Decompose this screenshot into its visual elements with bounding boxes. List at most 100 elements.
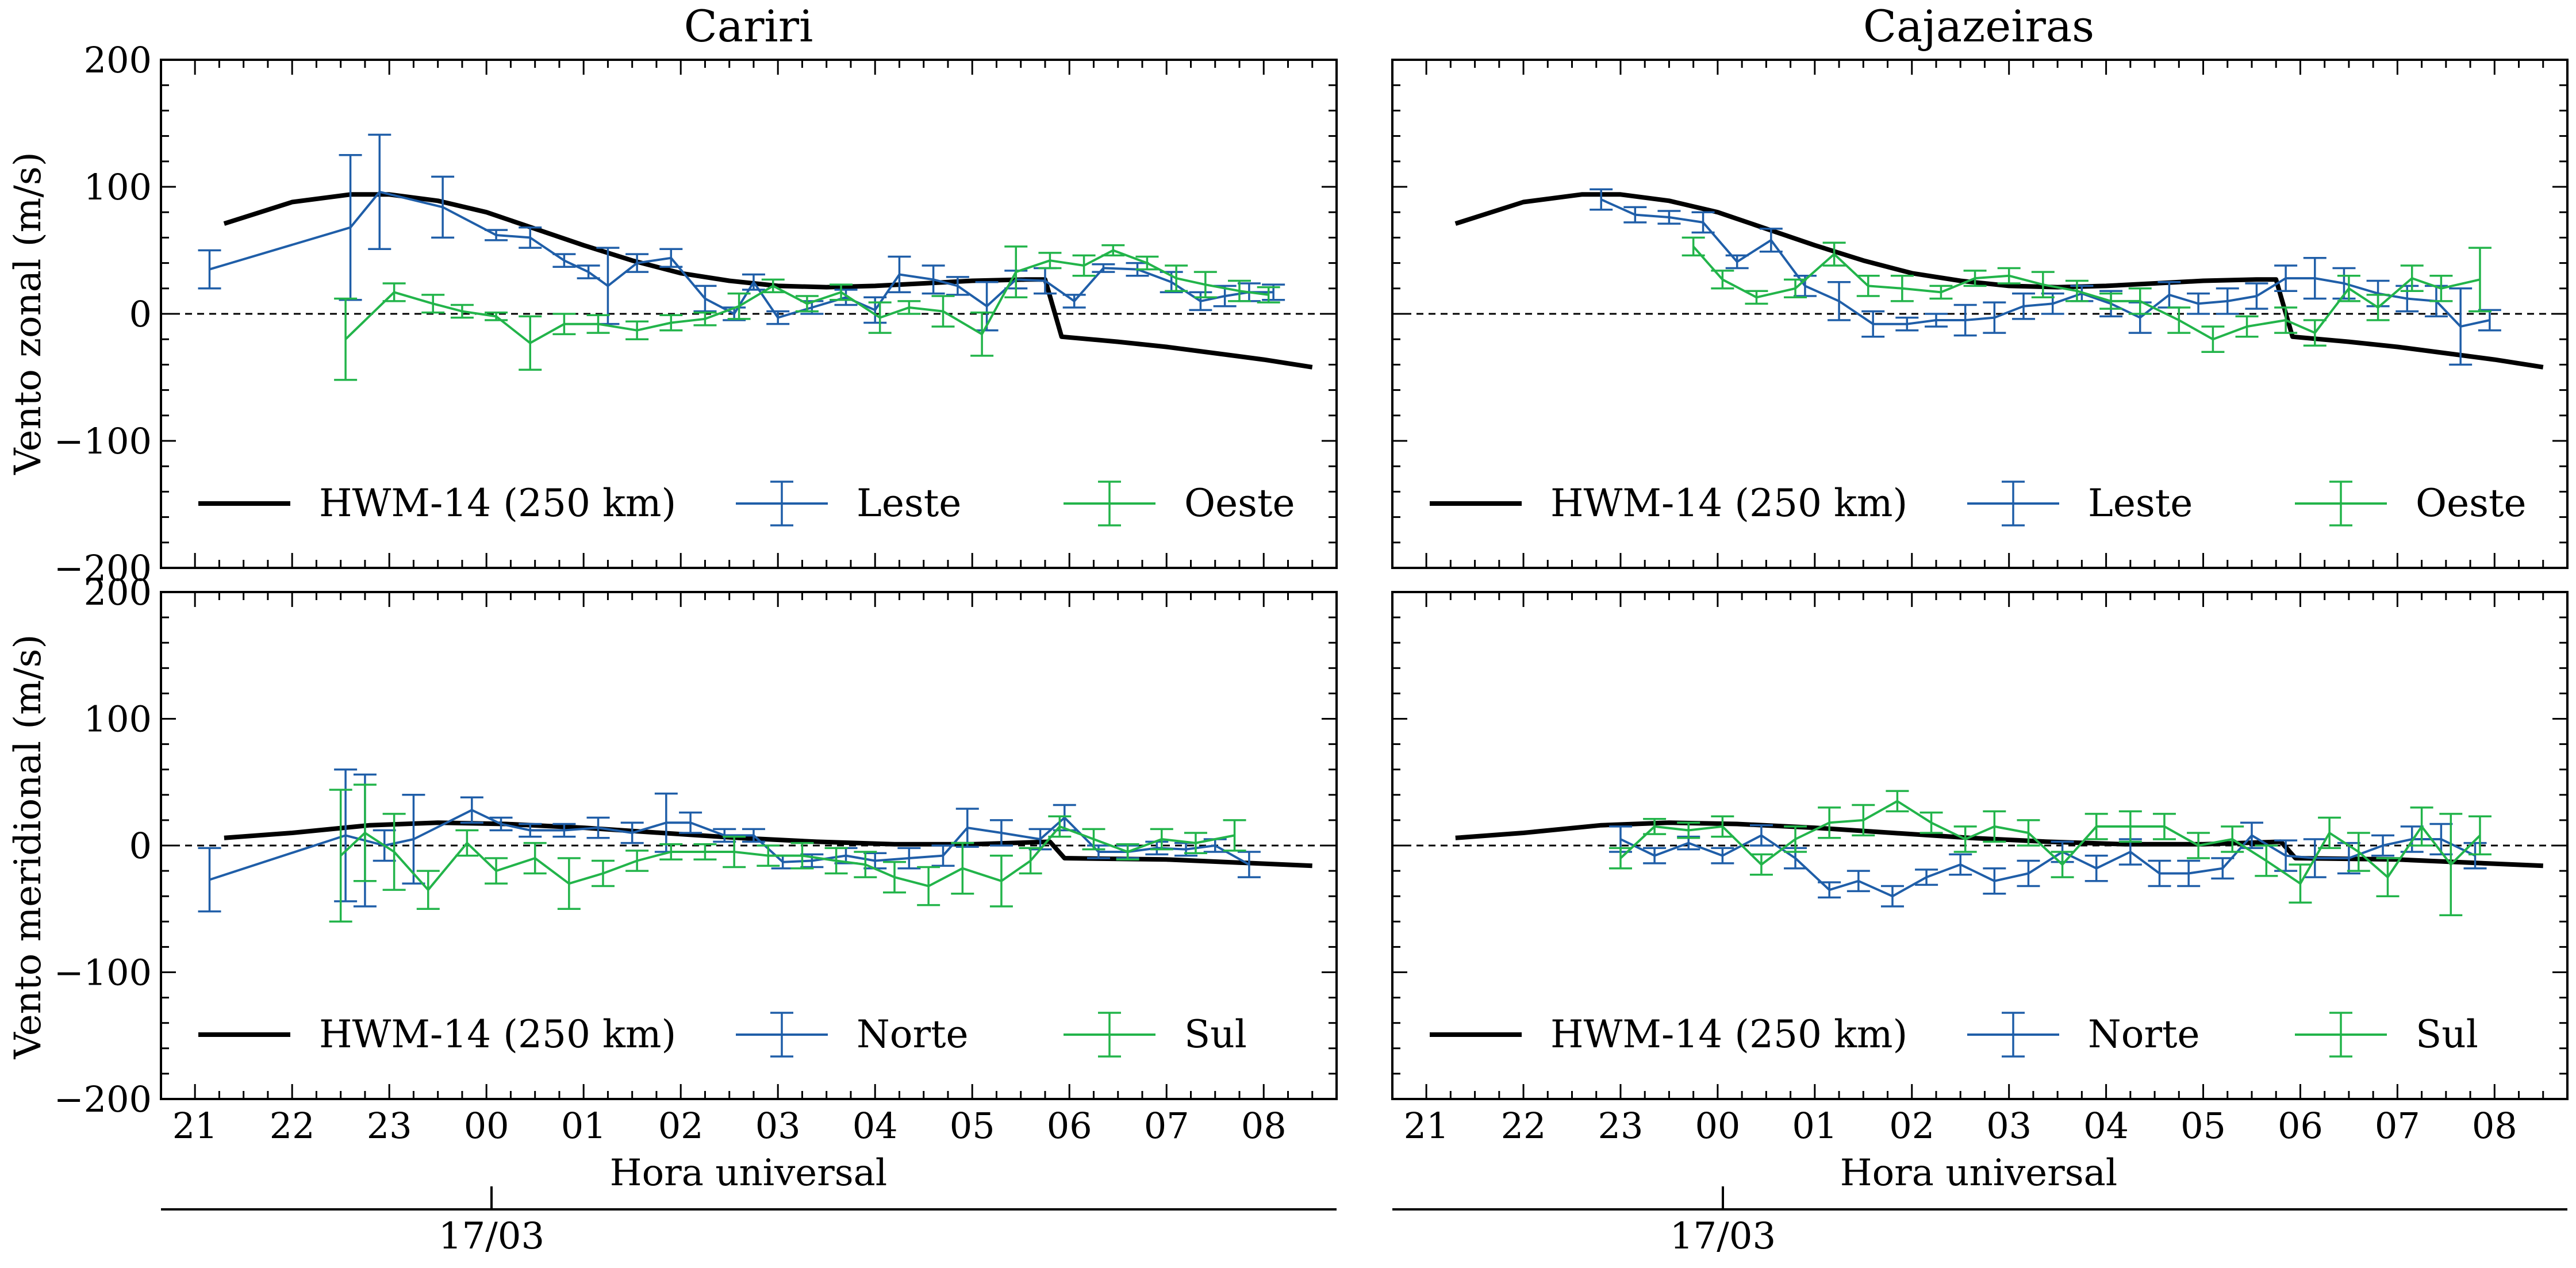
legend-label: HWM-14 (250 km) (1550, 481, 1907, 525)
error-bar (1983, 301, 2006, 334)
x-tick-label: 02 (658, 1105, 704, 1147)
series-line-series_a (209, 190, 1274, 319)
error-bar (2221, 825, 2244, 853)
error-bar (795, 295, 819, 313)
error-bar (198, 249, 221, 290)
error-bar (1890, 274, 1914, 302)
error-bar (2429, 274, 2453, 302)
error-bar (1193, 271, 1217, 299)
error-bar (2187, 832, 2210, 859)
panel-title-cariri: Cariri (684, 1, 813, 52)
series-series_a (1608, 821, 2487, 908)
error-bar (2235, 315, 2259, 338)
error-bar (757, 844, 780, 867)
error-bar (2065, 279, 2089, 302)
error-bar (1189, 291, 1212, 312)
error-bar (2201, 325, 2225, 353)
error-bar (951, 842, 974, 895)
x-tick-label: 01 (561, 1105, 606, 1147)
series-series_b (1608, 790, 2491, 917)
x-tick-label: 03 (755, 1105, 801, 1147)
series-line-model (223, 192, 1313, 370)
error-bar (1677, 821, 1700, 839)
x-tick-label: 23 (1598, 1105, 1644, 1147)
error-bar (659, 843, 683, 861)
legend-label: Sul (2416, 1012, 2478, 1056)
error-bar (1818, 806, 1841, 839)
legend-label: HWM-14 (250 km) (319, 1012, 676, 1056)
error-bar (1165, 264, 1188, 292)
x-tick-label: 22 (1501, 1105, 1546, 1147)
error-bar (1983, 867, 2006, 895)
error-bar (2051, 851, 2074, 878)
error-bar (382, 282, 406, 302)
legend: HWM-14 (250 km) Leste Oeste (1430, 481, 2527, 527)
error-bar (334, 768, 358, 902)
y-tick-label: −100 (54, 952, 152, 994)
error-bar (523, 842, 547, 875)
error-bar (1929, 285, 1953, 300)
x-tick-label: 04 (853, 1105, 898, 1147)
legend-label: Norte (2088, 1012, 2200, 1056)
legend-entry-series_b: Oeste (2295, 481, 2527, 527)
error-bar (596, 247, 620, 325)
error-bar (1092, 263, 1115, 273)
error-bar (1953, 825, 1977, 853)
error-bar (1048, 815, 1072, 838)
error-bar (625, 320, 649, 340)
error-bar (557, 857, 581, 910)
error-bar (1237, 851, 1261, 878)
error-bar (1062, 294, 1086, 309)
legend-label: Oeste (1184, 481, 1295, 525)
error-bar (2187, 292, 2210, 315)
error-bar (1949, 853, 1972, 876)
legend-label: Norte (857, 1012, 969, 1056)
series-line-model (224, 820, 1312, 869)
error-bar (1886, 790, 1909, 813)
y-tick-label: 100 (84, 166, 152, 208)
error-bar (2468, 815, 2491, 856)
error-bar (2318, 816, 2341, 850)
x-tick-label: 07 (1144, 1105, 1189, 1147)
error-bar (485, 312, 508, 321)
error-bar (2439, 813, 2463, 917)
legend-entry-model: HWM-14 (250 km) (198, 1012, 676, 1056)
panels-group: 200 100 0 −100 −200 HWM-14 (250 km) Leste Oeste… (54, 39, 2569, 1147)
error-bar (1038, 252, 1062, 270)
error-bar (1846, 870, 1870, 893)
x-tick-label: 22 (270, 1105, 315, 1147)
error-bar (591, 859, 615, 887)
error-bar (659, 314, 683, 332)
error-bar (888, 255, 911, 294)
error-bar (1101, 244, 1125, 257)
series-line-series_b (1692, 245, 2481, 341)
error-bar (2148, 859, 2171, 887)
error-bar (485, 229, 508, 241)
error-bar (922, 264, 945, 295)
error-bar (1150, 828, 1173, 851)
series-model (1455, 820, 2543, 869)
error-bar (1184, 832, 1207, 854)
error-bar (1082, 828, 1105, 851)
series-series_b (334, 244, 1280, 381)
error-bar (1784, 825, 1807, 853)
error-bar (1223, 819, 1246, 852)
error-bar (620, 821, 644, 844)
legend-entry-series_a: Leste (1967, 481, 2193, 527)
error-bar (742, 273, 765, 291)
error-bar (693, 285, 717, 313)
error-bar (2303, 319, 2327, 347)
error-bar (790, 842, 814, 870)
error-bar (198, 847, 221, 913)
error-bar (2337, 842, 2360, 875)
error-bar (1828, 281, 1851, 321)
error-bar (2449, 287, 2473, 366)
error-bar (1691, 211, 1715, 234)
x-tick-label: 06 (1047, 1105, 1092, 1147)
error-bar (2274, 306, 2298, 334)
error-bar (1861, 310, 1885, 338)
error-bar (552, 313, 576, 336)
error-bar (334, 297, 358, 381)
series-line-model (1455, 820, 2543, 869)
